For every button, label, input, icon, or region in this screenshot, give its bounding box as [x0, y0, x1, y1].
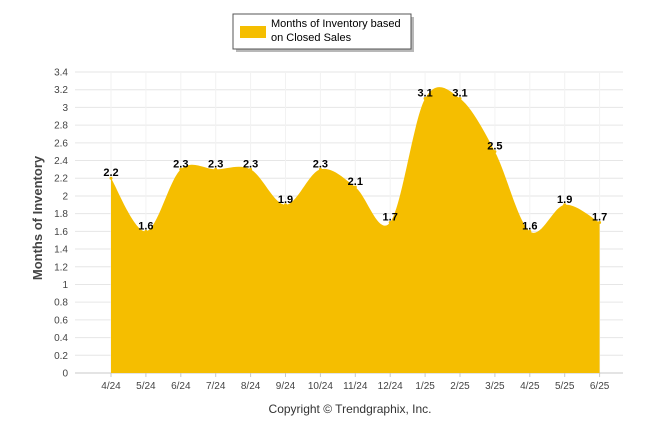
x-tick-label: 4/25	[520, 381, 540, 392]
y-tick-label: 2.8	[54, 121, 68, 132]
legend: Months of Inventory based on Closed Sale…	[232, 13, 414, 52]
x-tick-label: 4/24	[101, 381, 121, 392]
legend-label-line1: Months of Inventory based	[271, 18, 401, 30]
series-area	[109, 87, 602, 374]
x-tick-label: 6/25	[590, 381, 610, 392]
x-axis-ticks: 4/24 5/24 6/24 7/24 8/24 9/24 10/24 11/24 12/24 1…	[101, 373, 610, 392]
x-tick-label: 5/24	[136, 381, 156, 392]
data-label: 3.1	[452, 88, 467, 100]
y-tick-label: 2	[62, 191, 68, 202]
x-tick-label: 1/25	[415, 381, 435, 392]
x-tick-label: 5/25	[555, 381, 575, 392]
x-tick-label: 2/25	[450, 381, 470, 392]
y-tick-label: 3.2	[54, 85, 68, 96]
data-point-10-24	[318, 167, 322, 171]
data-point-1-25	[423, 97, 427, 101]
y-tick-label: 1.8	[54, 209, 68, 220]
data-label: 1.9	[278, 194, 293, 206]
data-point-5-24	[144, 229, 148, 233]
y-tick-label: 3	[62, 103, 68, 114]
data-point-5-25	[563, 203, 567, 207]
data-label: 2.3	[208, 158, 223, 170]
data-label: 3.1	[417, 88, 432, 100]
y-axis-ticks: 0 0.2 0.4 0.6 0.8 1 1.2 1.4 1.6 1.8 2 2.2 2.4 2.6 2.8 3…	[54, 68, 68, 380]
data-label: 2.2	[103, 167, 118, 179]
x-tick-label: 10/24	[308, 381, 333, 392]
x-tick-label: 3/25	[485, 381, 505, 392]
y-tick-label: 2.2	[54, 174, 68, 185]
y-tick-label: 0.8	[54, 298, 68, 309]
x-tick-label: 7/24	[206, 381, 226, 392]
data-point-2-25	[458, 97, 462, 101]
data-point-3-25	[493, 150, 497, 154]
y-tick-label: 0.2	[54, 351, 68, 362]
data-label: 1.7	[383, 212, 398, 224]
data-point-4-24	[109, 176, 113, 180]
data-label: 1.6	[138, 220, 153, 232]
data-point-11-24	[353, 185, 357, 189]
y-tick-label: 3.4	[54, 68, 68, 79]
series-area-fill	[111, 87, 600, 374]
y-tick-label: 2.4	[54, 156, 68, 167]
x-tick-label: 12/24	[378, 381, 403, 392]
y-tick-label: 0.6	[54, 315, 68, 326]
data-label: 2.5	[487, 141, 502, 153]
data-point-7-24	[214, 167, 218, 171]
data-point-6-25	[598, 221, 602, 224]
x-tick-label: 11/24	[343, 381, 368, 392]
data-label: 2.3	[243, 158, 258, 170]
data-label: 1.6	[522, 220, 537, 232]
y-tick-label: 2.6	[54, 138, 68, 149]
y-tick-label: 1.6	[54, 227, 68, 238]
x-tick-label: 6/24	[171, 381, 191, 392]
y-tick-label: 1.2	[54, 262, 68, 273]
data-point-9-24	[284, 203, 287, 207]
x-tick-label: 8/24	[241, 381, 261, 392]
data-label: 1.9	[557, 194, 572, 206]
data-labels: 2.2 1.6 2.3 2.3 2.3 1.9 2.3 2.1 1.7 3.1 3.1 2.5 1.6 1…	[103, 88, 607, 233]
y-axis-title: Months of Inventory	[30, 155, 45, 280]
y-tick-label: 0.4	[54, 333, 68, 344]
y-tick-label: 1	[62, 280, 68, 291]
data-point-8-24	[249, 167, 253, 171]
data-point-6-24	[179, 167, 183, 171]
data-point-4-25	[528, 229, 532, 233]
legend-swatch	[240, 26, 266, 38]
data-label: 2.1	[348, 176, 363, 188]
copyright-credit: Copyright © Trendgraphix, Inc.	[269, 402, 432, 416]
data-label: 2.3	[173, 158, 188, 170]
data-point-12-24	[388, 221, 392, 224]
x-tick-label: 9/24	[276, 381, 296, 392]
legend-label-line2: on Closed Sales	[271, 32, 352, 44]
data-label: 2.3	[313, 158, 328, 170]
y-tick-label: 0	[62, 369, 68, 380]
data-label: 1.7	[592, 212, 607, 224]
y-tick-label: 1.4	[54, 245, 68, 256]
